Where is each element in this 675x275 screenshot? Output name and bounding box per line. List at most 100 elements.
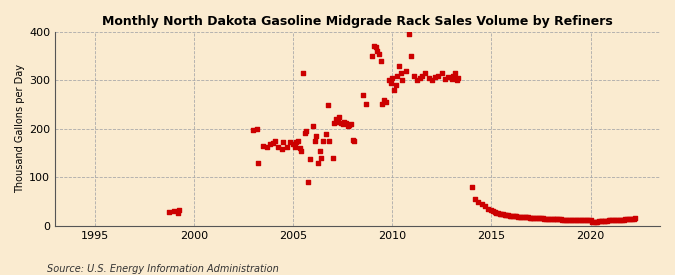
Point [329, 120, 340, 125]
Point [600, 218, 611, 223]
Point [164, 210, 175, 214]
Point [412, 78, 423, 82]
Point [453, 76, 464, 80]
Point [559, 217, 570, 222]
Point [564, 217, 574, 222]
Point [416, 73, 427, 78]
Point [400, 68, 411, 73]
Point [253, 161, 264, 165]
Point [511, 214, 522, 218]
Point [551, 217, 562, 221]
Point [622, 217, 632, 221]
Point [321, 131, 331, 136]
Point [512, 214, 523, 219]
Point [367, 54, 378, 58]
Point [570, 217, 581, 222]
Point [335, 120, 346, 125]
Point [261, 145, 272, 150]
Point [626, 216, 637, 221]
Point [251, 127, 262, 131]
Point [603, 218, 614, 222]
Point [585, 218, 596, 222]
Point [582, 218, 593, 222]
Point [452, 78, 462, 82]
Point [349, 139, 360, 143]
Point [296, 148, 307, 153]
Point [375, 59, 386, 63]
Point [288, 142, 298, 147]
Point [293, 139, 304, 143]
Point [344, 123, 354, 127]
Point [527, 215, 538, 220]
Point [491, 211, 502, 215]
Point [567, 217, 578, 222]
Point [623, 217, 634, 221]
Point [427, 78, 437, 82]
Y-axis label: Thousand Gallons per Day: Thousand Gallons per Day [15, 64, 25, 193]
Point [519, 215, 530, 219]
Point [479, 203, 490, 208]
Point [552, 217, 563, 221]
Point [397, 78, 408, 82]
Point [298, 70, 308, 75]
Point [574, 218, 585, 222]
Point [615, 217, 626, 222]
Point [415, 76, 426, 80]
Point [616, 217, 627, 222]
Point [605, 218, 616, 222]
Point [331, 117, 342, 122]
Point [575, 218, 586, 222]
Point [506, 213, 516, 218]
Point [520, 215, 531, 219]
Point [172, 211, 183, 216]
Point [268, 141, 279, 146]
Point [404, 32, 414, 37]
Point [390, 83, 401, 87]
Point [590, 220, 601, 224]
Point [420, 71, 431, 75]
Point [589, 220, 599, 224]
Point [566, 217, 576, 222]
Point [562, 217, 573, 222]
Point [466, 185, 477, 189]
Point [502, 213, 513, 218]
Point [290, 145, 300, 149]
Point [248, 128, 259, 132]
Point [625, 216, 636, 221]
Point [537, 216, 548, 220]
Point [470, 197, 481, 201]
Point [569, 217, 580, 222]
Point [476, 202, 487, 206]
Title: Monthly North Dakota Gasoline Midgrade Rack Sales Volume by Refiners: Monthly North Dakota Gasoline Midgrade R… [102, 15, 613, 28]
Point [560, 217, 571, 222]
Point [316, 156, 327, 160]
Point [448, 73, 459, 78]
Point [360, 101, 371, 106]
Point [380, 100, 391, 104]
Point [608, 218, 619, 222]
Point [522, 215, 533, 219]
Point [504, 213, 515, 218]
Point [284, 140, 295, 145]
Point [276, 147, 287, 152]
Point [595, 219, 606, 223]
Point [549, 217, 560, 221]
Point [341, 120, 352, 125]
Point [516, 214, 526, 219]
Point [610, 218, 621, 222]
Point [423, 76, 434, 80]
Point [169, 209, 180, 214]
Point [483, 207, 493, 211]
Point [309, 139, 320, 143]
Point [313, 161, 323, 165]
Point [278, 140, 289, 145]
Point [500, 213, 510, 217]
Point [501, 213, 512, 218]
Point [372, 49, 383, 54]
Point [265, 142, 275, 147]
Point [433, 73, 444, 78]
Point [369, 44, 379, 49]
Point [487, 209, 498, 214]
Point [542, 216, 553, 221]
Point [450, 71, 460, 75]
